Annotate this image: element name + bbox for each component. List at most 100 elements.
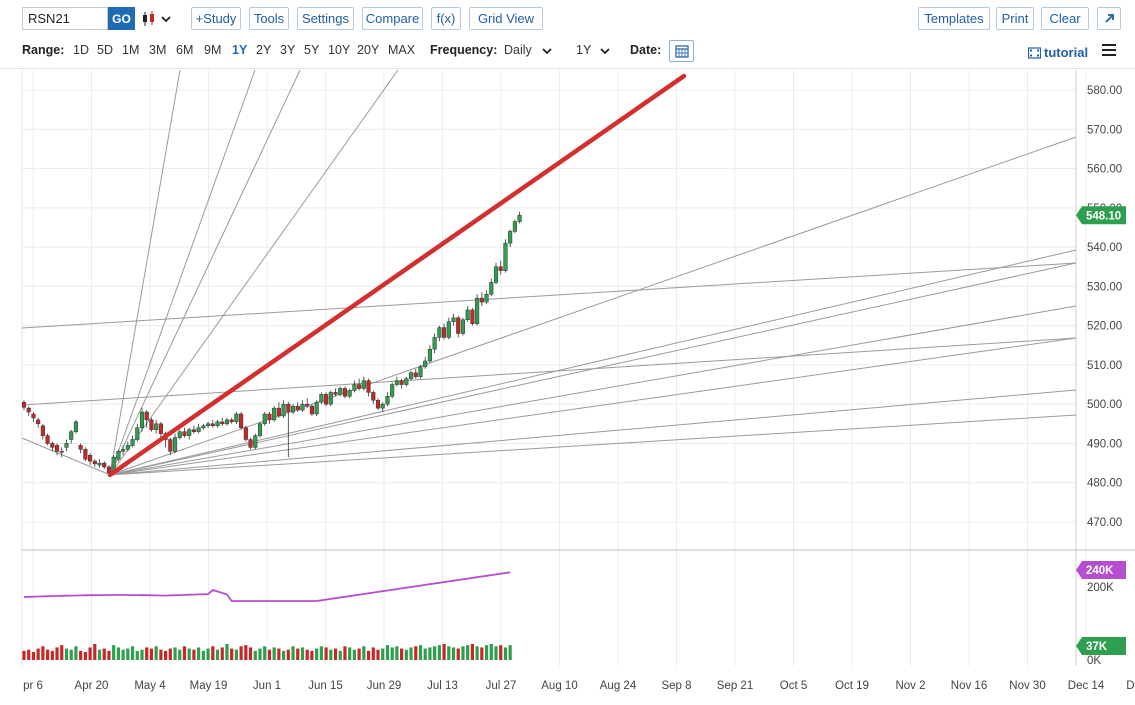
range-1d[interactable]: 1D: [73, 43, 89, 57]
candle-body: [135, 427, 140, 440]
range-1m[interactable]: 1M: [122, 43, 140, 57]
candle: [517, 211, 522, 224]
volume-bar: [50, 650, 54, 660]
candle: [342, 386, 348, 399]
go-button[interactable]: GO: [108, 7, 135, 30]
volume-bar: [404, 649, 408, 660]
candle-body: [404, 378, 409, 385]
range-3y[interactable]: 3Y: [280, 43, 296, 57]
candle: [54, 443, 60, 456]
volume-bar: [447, 646, 451, 660]
range-1y[interactable]: 1Y: [232, 43, 248, 57]
candle-body: [262, 413, 267, 425]
range-5d[interactable]: 5D: [97, 43, 113, 57]
volume-bar: [27, 649, 31, 660]
candle: [36, 417, 41, 428]
volume-bar: [215, 649, 220, 660]
date-tick-label: Jun 1: [253, 680, 281, 692]
range-10y[interactable]: 10Y: [328, 43, 351, 57]
chevron-down-icon[interactable]: [600, 46, 610, 56]
candle: [390, 382, 395, 399]
volume-bar: [197, 647, 201, 660]
candle: [182, 427, 187, 438]
calendar-icon[interactable]: [669, 40, 694, 62]
grid-view-button[interactable]: Grid View: [469, 7, 543, 30]
candle-body: [73, 421, 78, 432]
candle-body: [206, 423, 211, 427]
volume-bar: [41, 646, 45, 660]
volume-bar: [484, 645, 489, 660]
range-6m[interactable]: 6M: [176, 43, 194, 57]
candle: [465, 306, 470, 322]
date-tick-label: Dec 14: [1068, 680, 1105, 692]
fan-line: [21, 437, 111, 476]
candle: [21, 400, 27, 411]
range-20y[interactable]: 20Y: [357, 43, 380, 57]
date-tick-label: Jul 13: [427, 680, 458, 692]
clear-button[interactable]: Clear: [1041, 7, 1089, 30]
tools-button[interactable]: Tools: [249, 7, 289, 30]
candle-body: [328, 392, 333, 405]
volume-bar: [112, 645, 116, 660]
candlestick-icon[interactable]: [141, 10, 173, 28]
range-3m[interactable]: 3M: [149, 43, 167, 57]
candle-body: [102, 462, 107, 468]
price-tick-label: 490.00: [1087, 438, 1122, 450]
candle: [399, 378, 404, 389]
symbol-input[interactable]: [22, 7, 108, 30]
range-9m[interactable]: 9M: [204, 43, 222, 57]
candle: [130, 435, 135, 448]
volume-bar: [140, 649, 144, 660]
volume-bar: [357, 648, 361, 660]
print-button[interactable]: Print: [996, 7, 1034, 30]
hamburger-menu-icon[interactable]: [1102, 44, 1116, 57]
candle-body: [125, 445, 130, 450]
period-select[interactable]: 1Y: [576, 43, 592, 57]
candle-body: [92, 460, 97, 465]
price-chart[interactable]: 580.00570.00560.00550.00540.00530.00520.…: [0, 70, 1135, 705]
candle-body: [413, 372, 418, 377]
candle: [224, 417, 230, 426]
settings-button[interactable]: Settings: [297, 7, 354, 30]
candle-body: [286, 403, 291, 413]
chevron-down-icon[interactable]: [542, 46, 552, 56]
candle-body: [493, 266, 499, 283]
candle-body: [295, 405, 300, 411]
candle: [446, 317, 451, 340]
date-tick-label: May 4: [134, 680, 166, 692]
fan-line: [109, 305, 1077, 476]
templates-button[interactable]: Templates: [918, 7, 990, 30]
tutorial-link[interactable]: tutorial: [1028, 45, 1088, 60]
frequency-select[interactable]: Daily: [504, 43, 532, 57]
candle: [290, 404, 296, 414]
candle: [442, 323, 447, 340]
candle: [64, 439, 69, 452]
volume-bar: [164, 650, 168, 660]
top-toolbar: GO +Study Tools Settings Compare f(x) Gr…: [0, 0, 1135, 36]
candle: [172, 433, 178, 454]
volume-bar: [352, 649, 356, 660]
candle-body: [50, 443, 55, 448]
external-link-icon[interactable]: [1097, 7, 1121, 30]
volume-bar: [414, 646, 418, 660]
volume-bar: [390, 647, 394, 660]
volume-bar: [499, 645, 503, 660]
candle: [305, 398, 310, 409]
range-5y[interactable]: 5Y: [304, 43, 320, 57]
add-study-button[interactable]: +Study: [191, 7, 241, 30]
candle: [300, 400, 305, 413]
date-axis: pr 6 Apr 20 May 4 May 19 Jun 1 Jun 15 Jun 29 Ju…: [23, 680, 1135, 692]
candle: [26, 406, 31, 416]
candle: [177, 429, 182, 440]
range-max[interactable]: MAX: [388, 43, 416, 57]
date-tick-label: Sep 21: [717, 680, 753, 692]
compare-button[interactable]: Compare: [362, 7, 423, 30]
date-label: Date:: [630, 43, 662, 57]
candle: [102, 461, 107, 469]
volume-bar: [159, 649, 163, 660]
candle: [248, 437, 253, 450]
volume-bar: [376, 649, 380, 660]
function-button[interactable]: f(x): [431, 7, 461, 30]
candle-body: [69, 431, 74, 440]
range-2y[interactable]: 2Y: [256, 43, 272, 57]
